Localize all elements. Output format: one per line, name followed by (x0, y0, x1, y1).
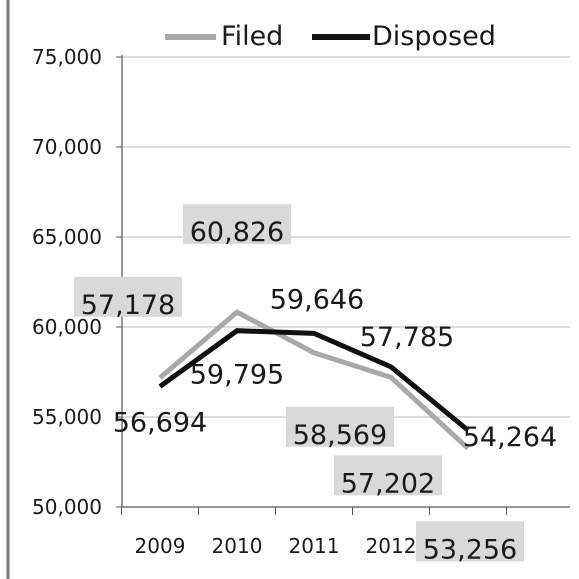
y-tick-label: 75,000 (32, 45, 102, 69)
data-label-filed: 58,569 (286, 406, 394, 451)
x-tick-label: 2011 (289, 534, 340, 558)
data-label-box (334, 455, 442, 496)
data-label-text: 60,826 (190, 217, 284, 248)
data-label-filed: 57,178 (74, 276, 182, 321)
y-tick-label: 55,000 (32, 405, 102, 429)
data-label-disposed: 59,795 (190, 360, 284, 391)
x-tick-label: 2009 (135, 534, 186, 558)
data-label-text: 57,202 (341, 468, 435, 499)
data-label-text: 58,569 (293, 420, 387, 451)
data-label-box (416, 521, 524, 562)
series-lines (158, 309, 470, 451)
data-label-filed: 53,256 (416, 521, 524, 565)
data-label-disposed: 56,694 (113, 408, 207, 439)
data-label-box (183, 204, 291, 245)
data-label-box (286, 406, 394, 447)
legend-label-filed: Filed (221, 21, 283, 52)
data-labels: 57,178 60,826 58,569 57,202 53,256 56,694 59,7… (74, 204, 557, 565)
y-tick-label: 65,000 (32, 225, 102, 249)
data-label-text: 57,178 (81, 290, 175, 321)
y-axis-ticks: 50,000 55,000 60,000 65,000 70,000 75,000 (32, 45, 122, 519)
data-label-box (74, 276, 182, 317)
data-label-disposed: 54,264 (463, 422, 557, 453)
data-label-filed: 60,826 (183, 204, 291, 248)
y-tick-label: 60,000 (32, 315, 102, 339)
data-label-disposed: 59,646 (270, 284, 364, 315)
y-tick-label: 70,000 (32, 135, 102, 159)
data-label-disposed: 57,785 (360, 322, 454, 353)
series-line-disposed (158, 328, 470, 433)
x-tick-label: 2010 (212, 534, 263, 558)
series-line-filed (158, 309, 470, 451)
legend-label-disposed: Disposed (372, 21, 496, 52)
legend: Filed Disposed (165, 21, 496, 52)
y-tick-label: 50,000 (32, 495, 102, 519)
data-label-text: 53,256 (423, 534, 517, 565)
x-tick-label: 2012 (366, 534, 417, 558)
data-label-filed: 57,202 (334, 455, 442, 499)
